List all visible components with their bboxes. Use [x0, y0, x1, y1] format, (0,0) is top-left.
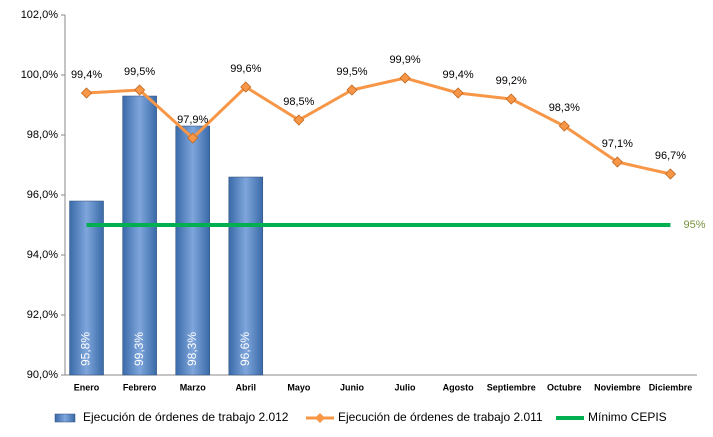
marker	[187, 132, 199, 144]
y-tick-label: 92,0%	[27, 309, 58, 321]
x-tick-label: Enero	[74, 382, 100, 392]
marker	[240, 81, 252, 93]
y-tick-label: 90,0%	[27, 369, 58, 381]
line-value-label: 99,4%	[71, 69, 102, 81]
x-tick-label: Mayo	[287, 382, 311, 392]
legend-label: Ejecución de órdenes de trabajo 2.011	[338, 410, 543, 424]
marker	[134, 84, 146, 96]
x-tick-label: Diciembre	[649, 382, 693, 392]
legend-marker	[315, 413, 325, 423]
line-value-label: 99,2%	[496, 75, 527, 87]
line	[86, 76, 671, 176]
line-value-label: 98,5%	[283, 96, 314, 108]
marker	[611, 156, 623, 168]
legend-label: Mínimo CEPIS	[588, 410, 667, 424]
marker	[399, 72, 411, 84]
x-tick-label: Agosto	[443, 382, 474, 392]
x-tick-label: Marzo	[180, 382, 207, 392]
marker	[346, 84, 358, 96]
bar	[69, 200, 104, 376]
y-tick-label: 96,0%	[27, 189, 58, 201]
y-tick-label: 98,0%	[27, 129, 58, 141]
x-tick-label: Abril	[236, 382, 257, 392]
threshold-label: 95%	[683, 219, 705, 231]
marker	[293, 114, 305, 126]
marker	[664, 168, 677, 180]
x-tick-label: Febrero	[123, 382, 157, 392]
bar	[228, 176, 264, 376]
x-tick-label: Septiembre	[487, 382, 536, 392]
line-value-label: 98,3%	[549, 102, 580, 114]
line-value-label: 99,6%	[230, 63, 261, 75]
bar-value-label: 95,8%	[79, 332, 93, 366]
line-value-label: 99,5%	[336, 66, 367, 78]
x-tick-label: Junio	[340, 382, 365, 392]
y-tick-label: 102,0%	[21, 9, 59, 21]
x-tick-label: Julio	[395, 382, 417, 392]
line-value-label: 99,4%	[443, 69, 474, 81]
x-tick-label: Noviembre	[594, 382, 641, 392]
bar	[175, 125, 210, 376]
line-value-label: 99,9%	[389, 54, 420, 66]
marker	[558, 120, 570, 132]
marker	[505, 93, 517, 105]
bar	[122, 95, 157, 376]
marker	[80, 87, 93, 99]
line-value-label: 97,9%	[177, 114, 208, 126]
legend-label: Ejecución de órdenes de trabajo 2.012	[83, 410, 289, 424]
bar-value-label: 99,3%	[132, 332, 146, 366]
x-tick-label: Octubre	[547, 382, 582, 392]
line-value-label: 96,7%	[655, 150, 686, 162]
y-tick-label: 100,0%	[21, 69, 59, 81]
bar-value-label: 96,6%	[238, 332, 252, 366]
y-tick-label: 94,0%	[27, 249, 58, 261]
marker	[452, 87, 464, 99]
line-value-label: 97,1%	[602, 138, 633, 150]
bar-value-label: 98,3%	[185, 332, 199, 366]
line-value-label: 99,5%	[124, 66, 155, 78]
legend-swatch	[54, 413, 76, 423]
